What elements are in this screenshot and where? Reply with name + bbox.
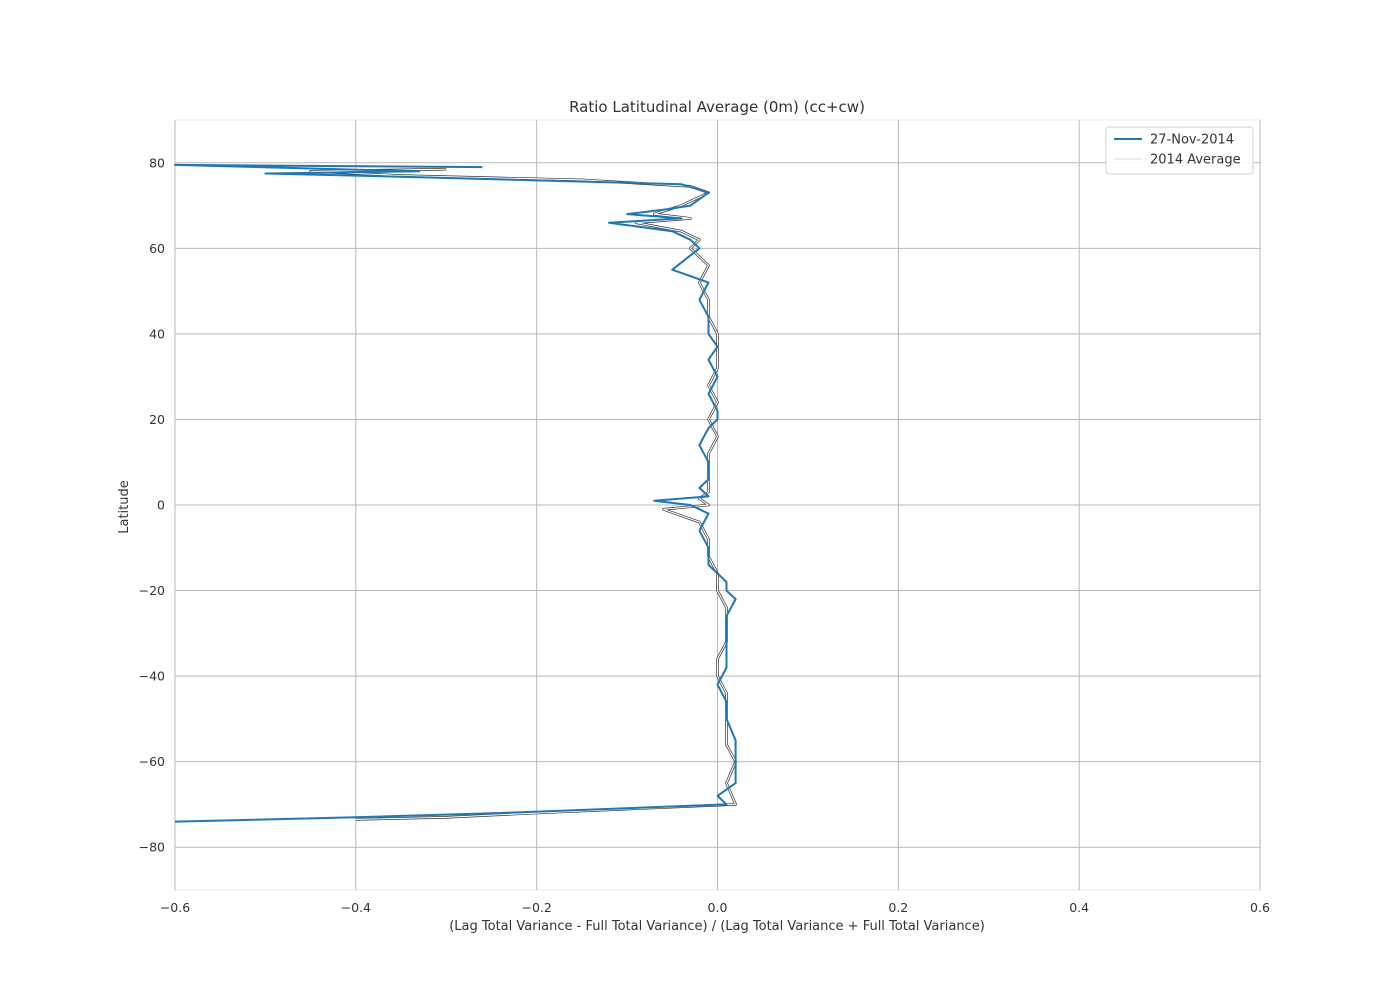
y-axis-label: Latitude xyxy=(117,480,132,534)
x-tick-label: 0.0 xyxy=(708,900,728,915)
x-axis-ticks: −0.6 −0.4 −0.2 0.0 0.2 0.4 0.6 xyxy=(160,900,1270,915)
y-tick-label: 0 xyxy=(157,498,165,513)
legend-box xyxy=(1105,126,1254,175)
legend-label-average: 2014 Average xyxy=(1150,153,1241,168)
x-tick-label: 0.6 xyxy=(1250,900,1270,915)
y-tick-label: −80 xyxy=(139,840,165,855)
legend-label-current: 27-Nov-2014 xyxy=(1150,133,1234,148)
y-tick-label: −60 xyxy=(139,754,165,769)
series-current-line xyxy=(174,163,737,823)
x-tick-label: −0.2 xyxy=(521,900,551,915)
x-tick-label: −0.6 xyxy=(160,900,190,915)
y-tick-label: 40 xyxy=(149,326,165,341)
x-tick-label: 0.4 xyxy=(1069,900,1089,915)
y-axis-ticks: 80 60 40 20 0 −20 −40 −60 −80 xyxy=(139,155,165,854)
chart-title: Ratio Latitudinal Average (0m) (cc+cw) xyxy=(569,98,865,116)
y-tick-label: −20 xyxy=(139,583,165,598)
y-tick-label: 80 xyxy=(149,155,165,170)
x-axis-label: (Lag Total Variance - Full Total Varianc… xyxy=(449,919,985,934)
y-tick-label: −40 xyxy=(139,669,165,684)
series-layer xyxy=(174,163,737,823)
legend: 27-Nov-2014 2014 Average xyxy=(1105,126,1254,175)
y-tick-label: 20 xyxy=(149,412,165,427)
y-tick-label: 60 xyxy=(149,241,165,256)
plot-area xyxy=(174,119,1261,891)
x-tick-label: 0.2 xyxy=(888,900,908,915)
x-tick-label: −0.4 xyxy=(341,900,371,915)
